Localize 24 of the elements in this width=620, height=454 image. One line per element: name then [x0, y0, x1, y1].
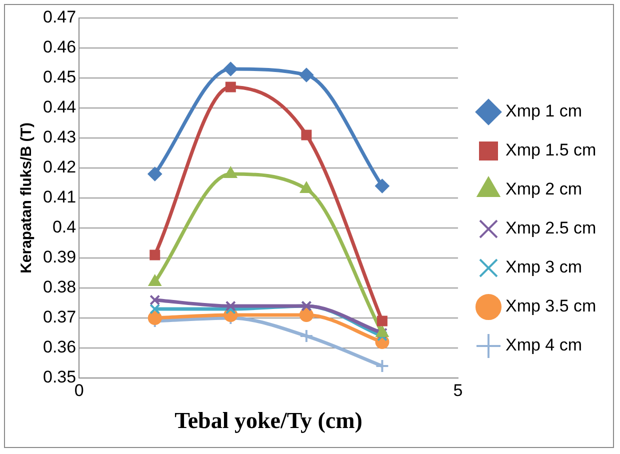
legend-label: Xmp 2.5 cm — [506, 218, 596, 238]
legend-label: Xmp 4 cm — [506, 336, 582, 355]
legend-label: Xmp 1.5 cm — [506, 140, 596, 160]
y-tick-label: 0.38 — [42, 278, 76, 297]
y-axis-title: Kerapatan fluks/B (T) — [18, 122, 36, 274]
y-tick-label: 0.43 — [42, 128, 76, 147]
x-tick-label: 0 — [74, 380, 84, 400]
y-tick-label: 0.46 — [42, 38, 76, 57]
y-tick-label: 0.41 — [42, 188, 76, 207]
legend-label: Xmp 3.5 cm — [506, 296, 596, 316]
y-tick-label: 0.42 — [42, 158, 76, 177]
y-tick-label: 0.47 — [42, 8, 76, 27]
y-tick-label: 0.4 — [52, 218, 76, 237]
y-tick-label: 0.45 — [42, 68, 76, 87]
legend-label: Xmp 1 cm — [506, 102, 582, 121]
y-tick-label: 0.37 — [42, 308, 76, 327]
y-tick-label: 0.36 — [42, 338, 76, 357]
legend-label: Xmp 3 cm — [506, 258, 582, 277]
y-tick-label: 0.44 — [42, 98, 76, 117]
y-tick-label: 0.39 — [42, 248, 76, 267]
y-tick-label: 0.35 — [42, 368, 76, 387]
x-tick-label: 5 — [453, 380, 463, 400]
x-axis-title: Tebal yoke/Ty (cm) — [174, 408, 362, 434]
legend-label: Xmp 2 cm — [506, 180, 582, 199]
